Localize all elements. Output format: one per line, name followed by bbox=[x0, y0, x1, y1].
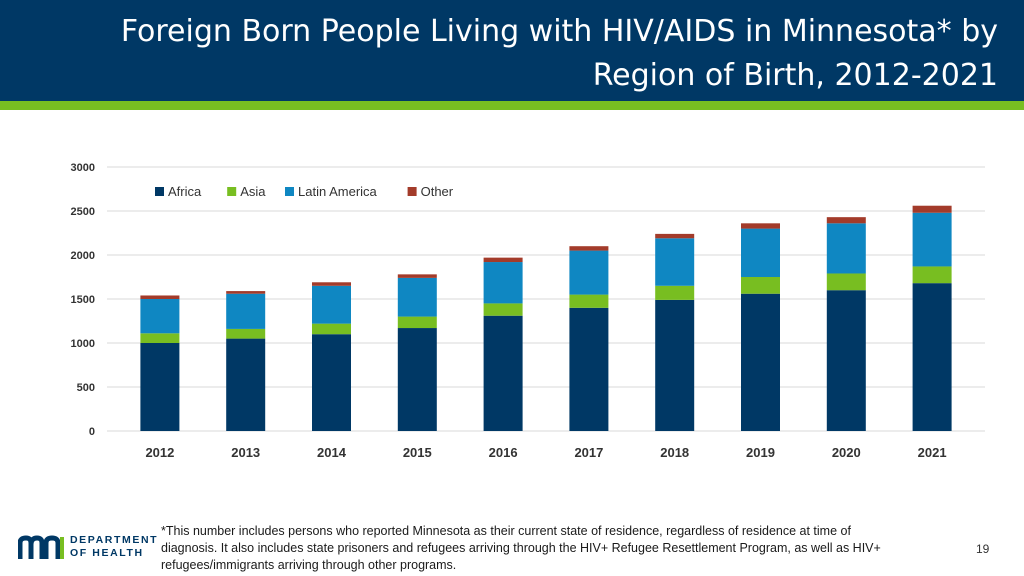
footnote-line-1: *This number includes persons who report… bbox=[161, 524, 851, 538]
y-tick-label: 2000 bbox=[71, 250, 95, 262]
footnote-line-3: refugees/immigrants arriving through oth… bbox=[161, 558, 457, 572]
bar-segment-asia bbox=[569, 294, 609, 308]
legend-label: Africa bbox=[168, 184, 202, 199]
logo-text-department: DEPARTMENT bbox=[70, 534, 159, 546]
slide-title-line-1: Foreign Born People Living with HIV/AIDS… bbox=[120, 14, 998, 49]
legend-label: Asia bbox=[240, 184, 266, 199]
bar-segment-asia bbox=[826, 273, 866, 291]
bar-segment-africa bbox=[226, 338, 266, 431]
page-number: 19 bbox=[976, 542, 990, 556]
bar-segment-africa bbox=[312, 334, 351, 431]
bar-segment-other bbox=[826, 217, 866, 224]
y-tick-label: 0 bbox=[89, 426, 95, 438]
bar-segment-other bbox=[312, 282, 351, 286]
legend-swatch-other bbox=[407, 187, 417, 196]
bar-segment-asia bbox=[912, 266, 952, 284]
bar-segment-africa bbox=[483, 315, 523, 431]
logo-text-of-health: OF HEALTH bbox=[70, 547, 144, 559]
stacked-bar-chart: 0 500 1000 1500 2000 2500 3000 2012 2013 2014 2015… bbox=[71, 162, 985, 460]
bar-segment-other bbox=[397, 274, 437, 278]
bar-segment-latin-america bbox=[569, 250, 609, 295]
bar-segment-africa bbox=[826, 290, 866, 431]
bar-segment-other bbox=[655, 233, 695, 239]
footnote: *This number includes persons who report… bbox=[161, 523, 951, 574]
x-tick-label: 2019 bbox=[746, 445, 775, 460]
bar-segment-latin-america bbox=[912, 212, 952, 267]
x-tick-label: 2021 bbox=[918, 445, 947, 460]
legend-label: Other bbox=[421, 184, 454, 199]
bar-segment-asia bbox=[312, 323, 351, 335]
bar-segment-other bbox=[140, 295, 180, 299]
y-tick-label: 3000 bbox=[71, 162, 95, 174]
bar-segment-africa bbox=[741, 293, 780, 431]
bar-segment-asia bbox=[483, 303, 523, 316]
bar-segment-asia bbox=[397, 316, 437, 329]
x-tick-label: 2017 bbox=[574, 445, 603, 460]
bar-segment-latin-america bbox=[826, 223, 866, 274]
legend-swatch-latin-america bbox=[285, 187, 294, 196]
x-tick-label: 2020 bbox=[832, 445, 861, 460]
bar-segment-asia bbox=[140, 333, 180, 343]
bar-segment-other bbox=[912, 205, 952, 213]
y-tick-label: 1000 bbox=[71, 338, 95, 350]
bar-segment-latin-america bbox=[655, 238, 695, 286]
bar-segment-latin-america bbox=[226, 293, 266, 329]
bar-segment-other bbox=[569, 246, 609, 251]
bar-segment-asia bbox=[741, 277, 780, 294]
x-tick-label: 2014 bbox=[317, 445, 347, 460]
mdh-logo: DEPARTMENT OF HEALTH bbox=[18, 533, 158, 563]
bar-segment-latin-america bbox=[483, 262, 523, 304]
bar-segment-latin-america bbox=[741, 228, 780, 277]
bar-segment-latin-america bbox=[397, 277, 437, 317]
slide-title-line-2: Region of Birth, 2012-2021 bbox=[592, 58, 998, 93]
title-banner bbox=[0, 0, 1024, 101]
bar-segment-asia bbox=[655, 285, 695, 300]
legend-swatch-africa bbox=[155, 187, 164, 196]
bar-segment-latin-america bbox=[140, 299, 180, 334]
y-tick-label: 1500 bbox=[71, 294, 95, 306]
y-tick-label: 500 bbox=[77, 382, 95, 394]
title-banner-stripe bbox=[0, 101, 1024, 110]
x-tick-label: 2016 bbox=[489, 445, 518, 460]
bar-segment-africa bbox=[655, 299, 695, 431]
y-tick-label: 2500 bbox=[71, 206, 95, 218]
mn-logo-icon bbox=[18, 535, 64, 559]
footnote-line-2: diagnosis. It also includes state prison… bbox=[161, 541, 881, 555]
bar-segment-other bbox=[483, 257, 523, 263]
x-tick-label: 2013 bbox=[231, 445, 260, 460]
legend-label: Latin America bbox=[298, 184, 378, 199]
bar-segment-asia bbox=[226, 328, 266, 339]
slide-title: Foreign Born People Living with HIV/AIDS… bbox=[58, 10, 998, 98]
bar-segment-africa bbox=[140, 343, 180, 431]
bar-segment-other bbox=[741, 223, 780, 229]
bar-segment-latin-america bbox=[312, 285, 351, 324]
x-tick-label: 2012 bbox=[145, 445, 174, 460]
bar-segment-africa bbox=[912, 283, 952, 431]
x-tick-label: 2018 bbox=[660, 445, 689, 460]
x-tick-label: 2015 bbox=[403, 445, 432, 460]
bar-segment-africa bbox=[397, 328, 437, 431]
legend-swatch-asia bbox=[227, 187, 237, 196]
bar-segment-other bbox=[226, 291, 266, 294]
bar-segment-africa bbox=[569, 307, 609, 431]
